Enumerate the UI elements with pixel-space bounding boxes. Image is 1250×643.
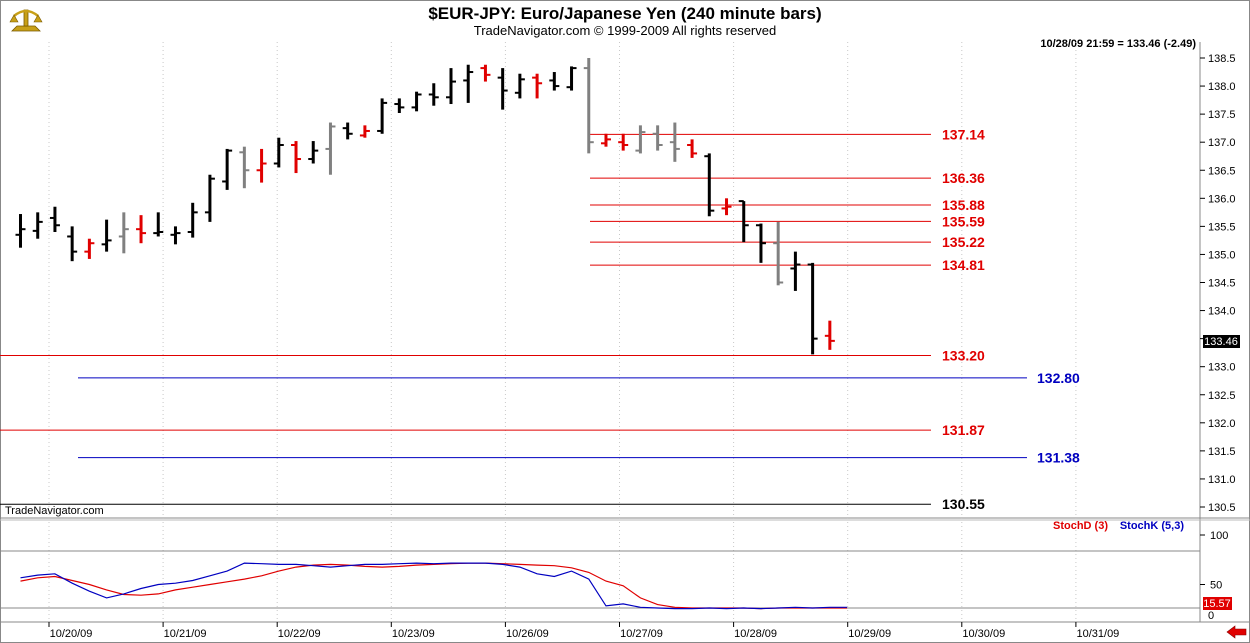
level-label: 137.14 <box>942 126 985 142</box>
copyright: TradeNavigator.com © 1999-2009 All right… <box>474 23 776 38</box>
level-label: 134.81 <box>942 257 985 273</box>
price-tick-label: 131.5 <box>1208 446 1236 458</box>
level-label: 135.88 <box>942 197 985 213</box>
date-tick-label: 10/21/09 <box>164 628 207 640</box>
time-axis: 10/20/09 10/21/09 10/22/09 10/23/09 10/26/09… <box>48 622 1119 640</box>
date-tick-label: 10/27/09 <box>620 628 663 640</box>
level-label: 131.38 <box>1037 450 1080 466</box>
date-tick-label: 10/31/09 <box>1076 628 1119 640</box>
price-tick-label: 136.5 <box>1208 165 1236 177</box>
price-tick-label: 138.5 <box>1208 53 1236 65</box>
chart-title: $EUR-JPY: Euro/Japanese Yen (240 minute … <box>428 4 821 23</box>
level-label: 132.80 <box>1037 370 1080 386</box>
price-tick-label: 134.5 <box>1208 278 1236 290</box>
price-tick-label: 136.0 <box>1208 193 1236 205</box>
stoch-last-marker: 15.57 <box>1203 597 1232 610</box>
level-label: 135.59 <box>942 213 985 229</box>
last-price-label: 133.46 <box>1204 336 1238 348</box>
price-tick-label: 130.5 <box>1208 502 1236 514</box>
price-tick-label: 131.0 <box>1208 474 1236 486</box>
stochastic-panel: 100 50 <box>0 530 1228 610</box>
stoch-zero-label: 0 <box>1208 610 1214 622</box>
legend-stochk: StochK (5,3) <box>1120 520 1185 532</box>
stoch-tick-label: 100 <box>1210 530 1228 542</box>
date-tick-label: 10/20/09 <box>50 628 93 640</box>
status-readout: 10/28/09 21:59 = 133.46 (-2.49) <box>1040 38 1196 50</box>
stoch-last-label: 15.57 <box>1203 598 1231 610</box>
price-tick-label: 132.5 <box>1208 390 1236 402</box>
price-tick-label: 137.5 <box>1208 109 1236 121</box>
price-tick-label: 133.0 <box>1208 362 1236 374</box>
level-label: 136.36 <box>942 170 985 186</box>
date-tick-label: 10/30/09 <box>962 628 1005 640</box>
stoch-series-line <box>20 562 848 610</box>
date-tick-label: 10/23/09 <box>392 628 435 640</box>
level-label: 130.55 <box>942 496 985 512</box>
scroll-arrow-icon[interactable] <box>1225 625 1247 639</box>
level-label: 135.22 <box>942 234 985 250</box>
legend-stochd: StochD (3) <box>1053 520 1108 532</box>
watermark: TradeNavigator.com <box>5 505 104 517</box>
price-tick-label: 138.0 <box>1208 81 1236 93</box>
grid <box>48 42 1077 622</box>
ohlc-bars <box>15 58 835 355</box>
date-tick-label: 10/28/09 <box>734 628 777 640</box>
price-tick-label: 135.0 <box>1208 249 1236 261</box>
price-tick-label: 137.0 <box>1208 137 1236 149</box>
last-price-marker: 133.46 <box>1203 335 1240 348</box>
date-tick-label: 10/22/09 <box>278 628 321 640</box>
price-tick-label: 134.0 <box>1208 306 1236 318</box>
level-label: 131.87 <box>942 422 985 438</box>
level-label: 133.20 <box>942 347 985 363</box>
price-tick-label: 132.0 <box>1208 418 1236 430</box>
logo-icon <box>9 9 43 32</box>
date-tick-label: 10/29/09 <box>848 628 891 640</box>
price-tick-label: 135.5 <box>1208 221 1236 233</box>
stoch-tick-label: 50 <box>1210 580 1222 592</box>
date-tick-label: 10/26/09 <box>506 628 549 640</box>
